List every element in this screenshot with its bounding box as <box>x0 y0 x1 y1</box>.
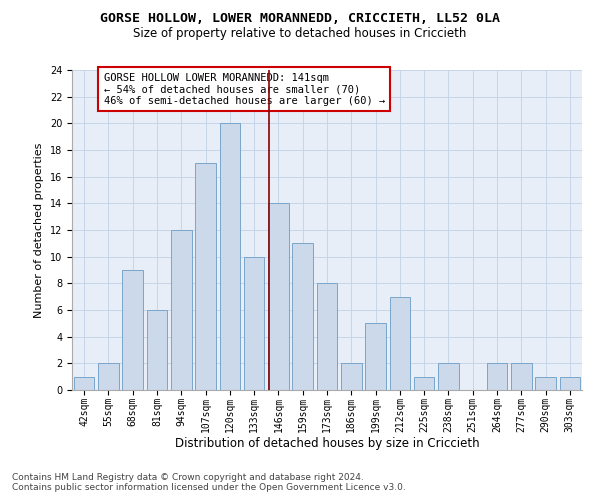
Bar <box>74 376 94 390</box>
Bar <box>146 310 167 390</box>
Y-axis label: Number of detached properties: Number of detached properties <box>34 142 44 318</box>
Bar <box>122 270 143 390</box>
Bar <box>438 364 459 390</box>
Bar <box>511 364 532 390</box>
Text: Contains HM Land Registry data © Crown copyright and database right 2024.: Contains HM Land Registry data © Crown c… <box>12 474 364 482</box>
Bar <box>220 124 240 390</box>
Bar <box>341 364 362 390</box>
Bar <box>560 376 580 390</box>
Bar <box>195 164 216 390</box>
Text: GORSE HOLLOW LOWER MORANNEDD: 141sqm
← 54% of detached houses are smaller (70)
4: GORSE HOLLOW LOWER MORANNEDD: 141sqm ← 5… <box>104 72 385 106</box>
Bar <box>487 364 508 390</box>
Text: Size of property relative to detached houses in Criccieth: Size of property relative to detached ho… <box>133 28 467 40</box>
Bar <box>98 364 119 390</box>
Bar <box>365 324 386 390</box>
Bar <box>292 244 313 390</box>
Bar <box>535 376 556 390</box>
Bar <box>268 204 289 390</box>
Bar <box>244 256 265 390</box>
Bar <box>389 296 410 390</box>
Text: Contains public sector information licensed under the Open Government Licence v3: Contains public sector information licen… <box>12 484 406 492</box>
Bar <box>317 284 337 390</box>
Text: GORSE HOLLOW, LOWER MORANNEDD, CRICCIETH, LL52 0LA: GORSE HOLLOW, LOWER MORANNEDD, CRICCIETH… <box>100 12 500 26</box>
X-axis label: Distribution of detached houses by size in Criccieth: Distribution of detached houses by size … <box>175 437 479 450</box>
Bar <box>414 376 434 390</box>
Bar <box>171 230 191 390</box>
